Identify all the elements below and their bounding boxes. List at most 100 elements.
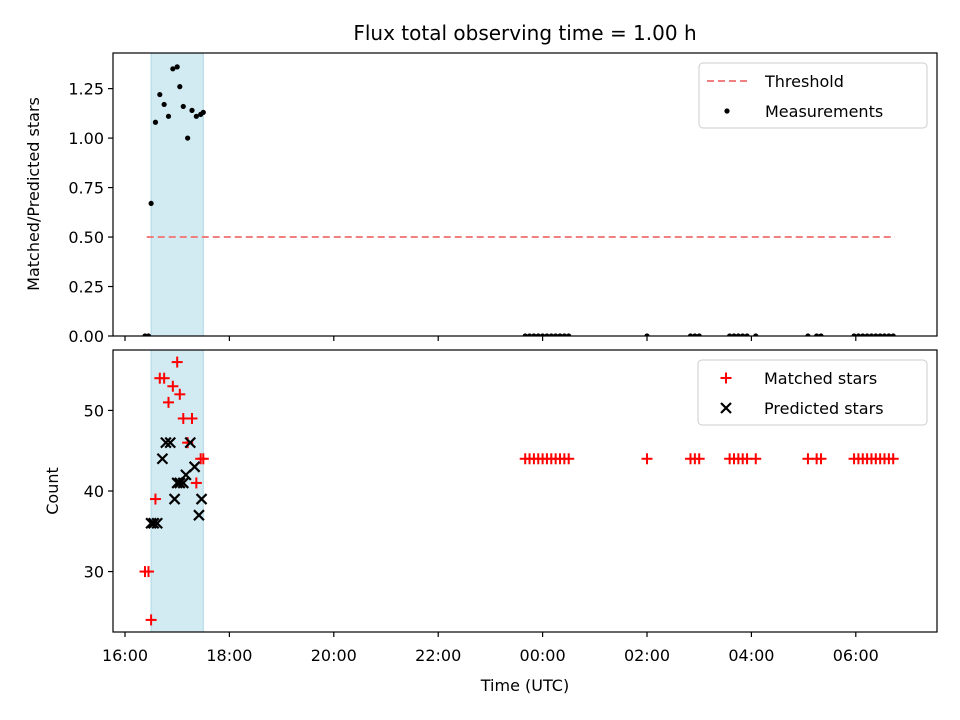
predicted-star-marker [193,509,205,521]
x-tick-label: 04:00 [728,646,774,665]
measurement-point [890,333,896,336]
measurement-point [886,333,892,336]
measurement-point [692,333,698,336]
x-tick-label: 18:00 [206,646,252,665]
x-tick-label: 16:00 [102,646,148,665]
matched-star-marker [167,380,179,392]
matched-star-marker [149,493,161,505]
legend-label: Matched stars [764,369,877,388]
chart-title: Flux total observing time = 1.00 h [353,21,696,45]
matched-star-marker [641,453,653,465]
x-tick-label: 06:00 [833,646,879,665]
predicted-star-marker [160,436,172,449]
legend-matched-swatch [720,372,732,384]
measurement-point [864,333,870,336]
measurement-point [148,200,154,207]
count-panel: 30 40 50 16:00 18:00 20:00 22:00 00:00 02:00 04:0… [84,349,938,665]
predicted-star-marker [195,493,208,505]
measurement-point [687,333,694,336]
measurement-point [855,333,862,336]
matched-star-marker [145,614,157,626]
y-tick-label: 1.00 [68,129,104,148]
measurement-point [818,333,824,336]
measurement-point [170,66,176,72]
measurement-point [540,333,546,336]
measurement-point [744,333,750,336]
measurement-point [152,119,159,125]
measurement-point [877,333,883,336]
measurement-point [548,333,554,336]
x-tick-label: 22:00 [415,646,461,665]
y-tick-label: 0.75 [68,179,104,198]
measurement-point [531,333,537,336]
measurement-point [526,333,533,336]
measurement-point [740,333,746,336]
measurement-point [805,333,811,336]
measurement-point [868,333,875,336]
y-tick-label: 0.25 [68,278,104,297]
matched-star-marker [750,453,762,465]
measurement-point [535,333,541,336]
matched-star-marker [197,453,209,465]
legend-label: Measurements [765,102,883,121]
measurement-point [200,109,206,115]
matched-star-marker [815,453,827,465]
measurement-point [561,333,567,336]
y-tick-label: 0.50 [68,228,104,247]
y-tick-label: 0.00 [68,327,104,346]
legend-measurement-swatch [724,108,730,114]
predicted-star-marker [156,452,169,465]
measurement-point [566,333,572,336]
x-axis-label: Time (UTC) [480,676,569,695]
measurement-point [189,107,195,113]
predicted-star-marker [177,477,190,489]
x-tick-label: 20:00 [311,646,357,665]
predicted-star-marker [164,436,177,449]
matched-star-marker [887,453,899,465]
y-tick-label: 50 [84,401,104,420]
measurement-point [161,101,167,108]
matched-star-marker [158,372,170,384]
measurement-point [174,64,180,70]
measurement-point [860,333,866,336]
matched-star-marker [171,356,183,368]
measurement-point [873,333,879,336]
predicted-star-marker [168,493,181,505]
measurement-point [814,333,820,336]
matched-star-marker [163,396,174,408]
observing-window-shade [150,53,204,336]
measurement-point [177,84,183,90]
predicted-star-marker [184,436,197,449]
measurement-point [544,333,550,336]
measurement-point [644,333,650,336]
measurement-point [881,333,888,336]
measurement-point [735,333,741,336]
measurement-point [193,113,199,119]
legend-label: Threshold [764,72,844,91]
count-legend: Matched stars Predicted stars [697,359,928,426]
measurement-point [557,333,563,336]
measurement-point [522,333,528,336]
measurement-point [727,333,733,336]
measurement-point [553,333,559,336]
x-tick-label: 00:00 [520,646,566,665]
ratio-axes-frame [112,52,938,337]
measurement-point [157,91,163,98]
ratio-plot-area [142,53,896,336]
legend-label: Predicted stars [764,399,884,418]
matched-star-marker [174,388,186,400]
observing-window-shade [150,350,204,632]
matched-star-marker [563,453,575,465]
measurement-point [696,333,702,336]
ratio-y-axis-label: Matched/Predicted stars [24,97,43,291]
measurement-point [185,135,191,141]
matched-star-marker [190,477,202,489]
measurement-point [753,333,759,336]
measurement-point [145,333,152,336]
y-tick-label: 40 [84,482,104,501]
predicted-star-marker [147,517,160,530]
matched-star-marker [142,566,154,578]
y-tick-label: 30 [84,563,104,582]
predicted-star-marker [174,477,186,489]
